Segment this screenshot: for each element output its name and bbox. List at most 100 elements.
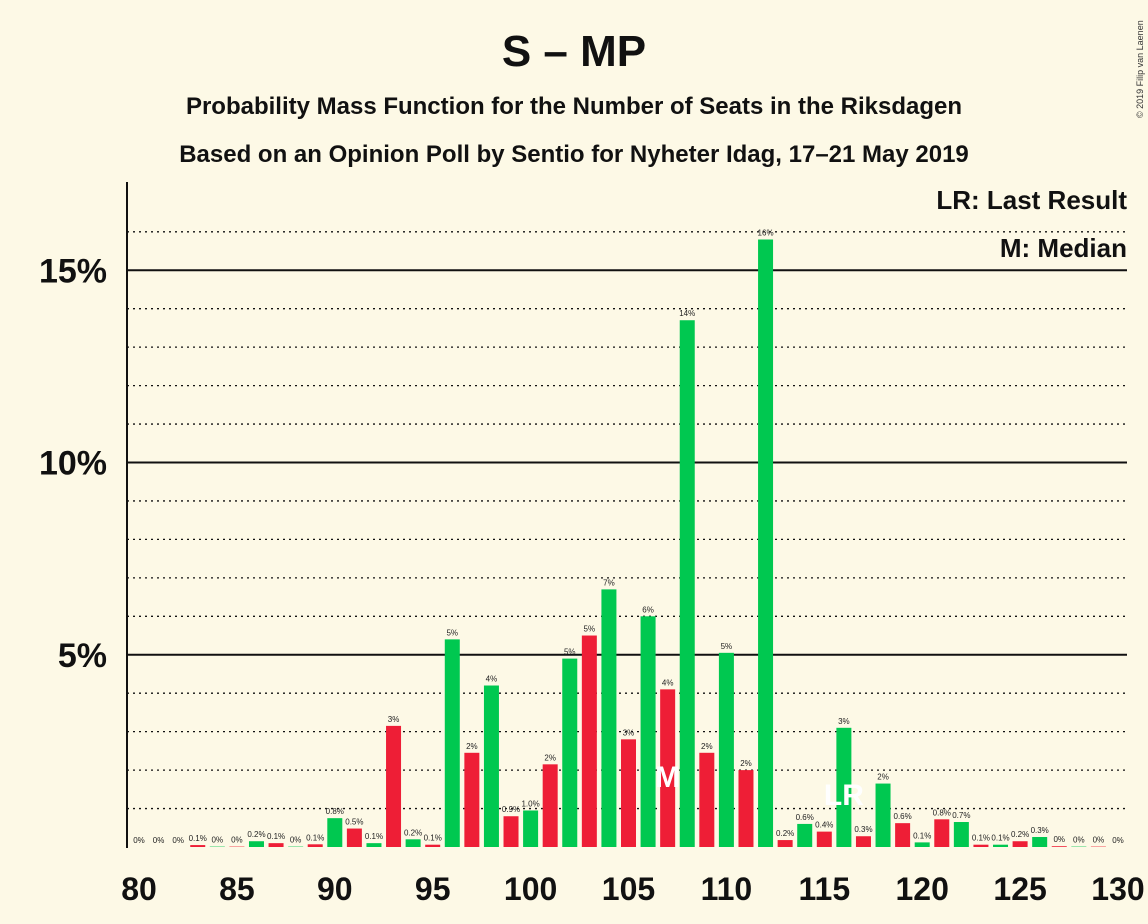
bar-114 — [797, 823, 813, 847]
data-label-104: 7% — [603, 578, 615, 587]
x-tick-label: 85 — [219, 871, 255, 907]
data-label-124: 0.1% — [991, 834, 1009, 843]
bar-110 — [718, 652, 734, 847]
median-and-last-result-markers: M LR — [655, 761, 864, 812]
x-tick-label: 105 — [602, 871, 655, 907]
bar-108 — [679, 320, 695, 847]
data-label-118: 2% — [877, 773, 889, 782]
bar-118 — [875, 783, 891, 847]
data-label-115: 0.4% — [815, 821, 833, 830]
x-tick-label: 125 — [993, 871, 1046, 907]
data-label-88: 0% — [290, 836, 302, 845]
data-label-97: 2% — [466, 742, 478, 751]
data-label-94: 0.2% — [404, 828, 422, 837]
data-label-117: 0.3% — [854, 825, 872, 834]
data-label-83: 0.1% — [189, 834, 207, 843]
bar-117 — [855, 836, 871, 847]
data-label-121: 0.8% — [933, 808, 951, 817]
median-marker: M — [655, 761, 680, 794]
x-tick-label: 90 — [317, 871, 353, 907]
bar-106 — [640, 616, 656, 847]
data-label-92: 0.1% — [365, 832, 383, 841]
bar-107 — [660, 689, 676, 847]
bar-93 — [386, 725, 402, 847]
data-label-111: 2% — [740, 759, 752, 768]
bar-119 — [895, 823, 911, 847]
data-label-81: 0% — [153, 836, 165, 845]
bar-123 — [973, 844, 989, 847]
bar-112 — [758, 239, 774, 848]
bar-126 — [1032, 837, 1048, 847]
data-label-95: 0.1% — [424, 834, 442, 843]
data-label-129: 0% — [1093, 836, 1105, 845]
data-label-127: 0% — [1053, 835, 1065, 844]
y-tick-label: 10% — [39, 445, 107, 483]
y-tick-label: 5% — [58, 637, 107, 675]
data-label-98: 4% — [486, 675, 498, 684]
bar-113 — [777, 840, 793, 847]
data-label-82: 0% — [172, 836, 184, 845]
legend-last-result: LR: Last Result — [936, 185, 1127, 215]
data-label-116: 3% — [838, 717, 850, 726]
data-label-108: 14% — [679, 309, 695, 318]
data-label-107: 4% — [662, 678, 674, 687]
data-label-84: 0% — [212, 836, 224, 845]
data-label-106: 6% — [642, 605, 654, 614]
bar-97 — [464, 752, 480, 847]
bar-94 — [405, 839, 421, 847]
data-label-122: 0.7% — [952, 811, 970, 820]
x-tick-label: 130 — [1091, 871, 1144, 907]
bar-86 — [248, 841, 264, 847]
bar-83 — [190, 845, 206, 847]
bar-124 — [993, 844, 1009, 847]
data-label-109: 2% — [701, 742, 713, 751]
bar-series — [190, 239, 1106, 848]
x-tick-label: 80 — [121, 871, 157, 907]
bar-92 — [366, 843, 382, 847]
x-tick-label: 120 — [896, 871, 949, 907]
data-label-80: 0% — [133, 836, 145, 845]
data-label-113: 0.2% — [776, 829, 794, 838]
bar-105 — [621, 739, 636, 847]
x-tick-label: 95 — [415, 871, 451, 907]
copyright-note: © 2019 Filip van Laenen — [1135, 20, 1145, 118]
bar-101 — [542, 764, 558, 847]
data-label-90: 0.8% — [326, 807, 344, 816]
y-tick-label: 15% — [39, 252, 107, 290]
bar-125 — [1012, 841, 1028, 847]
bar-89 — [307, 844, 323, 847]
data-label-100: 1.0% — [521, 799, 539, 808]
data-label-112: 16% — [758, 228, 774, 237]
data-label-103: 5% — [584, 625, 596, 634]
bar-104 — [601, 589, 617, 847]
data-label-87: 0.1% — [267, 832, 285, 841]
data-label-101: 2% — [544, 753, 556, 762]
bar-116 — [836, 727, 852, 847]
chart-subtitle-poll: Based on an Opinion Poll by Sentio for N… — [179, 141, 969, 168]
bar-99 — [503, 816, 519, 847]
bar-87 — [268, 843, 284, 847]
data-label-123: 0.1% — [972, 834, 990, 843]
grid-lines — [127, 231, 1127, 810]
bar-96 — [444, 639, 460, 847]
y-axis-ticks: 5% 10% 15% — [39, 252, 107, 675]
data-label-102: 5% — [564, 648, 576, 657]
bar-91 — [346, 828, 362, 847]
last-result-marker: LR — [824, 779, 864, 812]
bar-121 — [934, 819, 950, 847]
legend-median: M: Median — [1000, 233, 1127, 263]
bar-102 — [562, 658, 578, 847]
bar-98 — [483, 685, 499, 847]
data-labels: 0% 0% 0% 0.1% 0% 0%0.2% 0.1% 0% 0.1%0.8%0.5%0.1%… — [133, 228, 1124, 845]
bar-127 — [1051, 846, 1067, 847]
bar-120 — [914, 842, 930, 847]
data-label-91: 0.5% — [345, 818, 363, 827]
data-label-119: 0.6% — [894, 812, 912, 821]
data-label-120: 0.1% — [913, 831, 931, 840]
data-label-128: 0% — [1073, 836, 1085, 845]
chart-title: S – MP — [502, 27, 646, 76]
data-label-99: 0.9% — [502, 805, 520, 814]
data-label-126: 0.3% — [1031, 826, 1049, 835]
x-tick-label: 115 — [798, 871, 850, 907]
